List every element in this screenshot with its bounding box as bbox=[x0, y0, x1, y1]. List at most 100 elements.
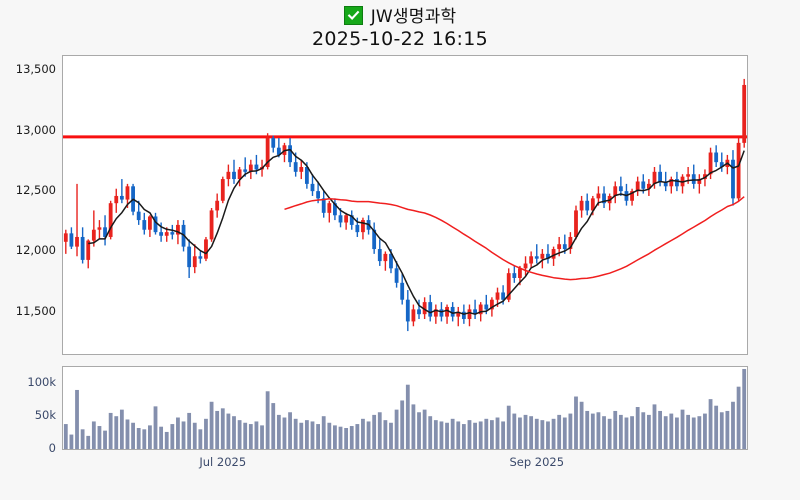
candle-body[interactable] bbox=[658, 171, 663, 182]
candle-body[interactable] bbox=[562, 244, 567, 250]
volume-bar[interactable] bbox=[282, 417, 287, 449]
volume-bar[interactable] bbox=[658, 410, 662, 449]
volume-bar[interactable] bbox=[490, 420, 494, 449]
candle-body[interactable] bbox=[187, 246, 192, 268]
candle-body[interactable] bbox=[80, 236, 85, 260]
candle-body[interactable] bbox=[75, 236, 79, 247]
volume-bar[interactable] bbox=[445, 422, 449, 449]
volume-bar[interactable] bbox=[265, 391, 270, 449]
volume-bar[interactable] bbox=[428, 416, 433, 449]
candle-body[interactable] bbox=[467, 309, 472, 320]
volume-bar[interactable] bbox=[630, 416, 634, 449]
volume-bar[interactable] bbox=[607, 418, 612, 449]
volume-bar[interactable] bbox=[377, 412, 382, 449]
volume-bar[interactable] bbox=[675, 417, 679, 449]
candle-body[interactable] bbox=[226, 171, 231, 180]
volume-bar[interactable] bbox=[719, 412, 724, 449]
volume-bar[interactable] bbox=[198, 429, 203, 449]
volume-bar[interactable] bbox=[176, 417, 180, 449]
volume-bar[interactable] bbox=[327, 422, 332, 449]
candle-body[interactable] bbox=[316, 191, 321, 199]
volume-bar[interactable] bbox=[310, 421, 315, 449]
candle-body[interactable] bbox=[147, 216, 152, 230]
candle-body[interactable] bbox=[630, 191, 634, 201]
candle-body[interactable] bbox=[125, 186, 130, 200]
candle-body[interactable] bbox=[333, 203, 337, 216]
candle-body[interactable] bbox=[355, 224, 360, 233]
candle-body[interactable] bbox=[461, 311, 466, 320]
candle-body[interactable] bbox=[641, 181, 646, 189]
candle-body[interactable] bbox=[192, 256, 197, 268]
candle-body[interactable] bbox=[276, 147, 281, 155]
volume-bar[interactable] bbox=[355, 424, 360, 449]
volume-bar[interactable] bbox=[697, 416, 702, 449]
candle-body[interactable] bbox=[602, 193, 606, 204]
candle-body[interactable] bbox=[349, 215, 354, 225]
candle-body[interactable] bbox=[327, 203, 332, 213]
candle-body[interactable] bbox=[232, 171, 236, 180]
candle-body[interactable] bbox=[198, 256, 203, 259]
volume-bar[interactable] bbox=[394, 409, 399, 449]
volume-bar[interactable] bbox=[181, 421, 186, 449]
volume-bar[interactable] bbox=[220, 408, 225, 449]
candle-body[interactable] bbox=[159, 232, 164, 236]
volume-bar[interactable] bbox=[204, 418, 208, 449]
candle-body[interactable] bbox=[248, 164, 253, 172]
candle-body[interactable] bbox=[540, 253, 545, 259]
volume-bar[interactable] bbox=[602, 416, 606, 449]
volume-bar[interactable] bbox=[411, 404, 416, 449]
candle-body[interactable] bbox=[523, 263, 528, 269]
volume-bar[interactable] bbox=[366, 421, 371, 449]
volume-bar[interactable] bbox=[484, 418, 489, 449]
candle-body[interactable] bbox=[86, 240, 91, 260]
candle-body[interactable] bbox=[428, 302, 433, 317]
candle-body[interactable] bbox=[394, 268, 399, 283]
candle-body[interactable] bbox=[714, 152, 719, 163]
volume-bar[interactable] bbox=[456, 421, 461, 449]
candle-body[interactable] bbox=[69, 233, 74, 247]
candle-body[interactable] bbox=[473, 309, 477, 315]
volume-bar[interactable] bbox=[635, 407, 640, 449]
candle-body[interactable] bbox=[119, 195, 124, 200]
volume-bar[interactable] bbox=[321, 416, 326, 449]
volume-bar[interactable] bbox=[159, 426, 164, 449]
volume-bar[interactable] bbox=[736, 386, 741, 449]
volume-bar[interactable] bbox=[119, 409, 124, 449]
volume-bar[interactable] bbox=[153, 406, 158, 449]
volume-bar[interactable] bbox=[97, 426, 102, 449]
candle-body[interactable] bbox=[361, 220, 365, 233]
candle-body[interactable] bbox=[114, 195, 119, 204]
candle-body[interactable] bbox=[383, 253, 388, 262]
volume-bar[interactable] bbox=[187, 412, 192, 449]
candle-body[interactable] bbox=[422, 302, 427, 315]
candle-body[interactable] bbox=[646, 183, 651, 189]
candle-body[interactable] bbox=[652, 171, 657, 184]
candle-body[interactable] bbox=[176, 224, 180, 235]
candle-body[interactable] bbox=[103, 227, 107, 237]
candle-body[interactable] bbox=[142, 220, 147, 230]
candle-body[interactable] bbox=[557, 244, 562, 250]
volume-bar[interactable] bbox=[361, 418, 365, 449]
candle-body[interactable] bbox=[675, 179, 679, 187]
volume-bar[interactable] bbox=[439, 421, 444, 449]
volume-bar[interactable] bbox=[232, 416, 236, 449]
candle-body[interactable] bbox=[405, 299, 410, 322]
volume-bar[interactable] bbox=[624, 417, 629, 449]
volume-bar[interactable] bbox=[237, 420, 242, 449]
candle-body[interactable] bbox=[411, 309, 416, 322]
volume-bar[interactable] bbox=[669, 413, 674, 449]
candle-body[interactable] bbox=[697, 179, 702, 184]
candle-body[interactable] bbox=[736, 142, 741, 199]
candle-body[interactable] bbox=[433, 309, 438, 317]
volume-bar[interactable] bbox=[344, 428, 349, 449]
volume-bar[interactable] bbox=[641, 412, 646, 449]
candle-body[interactable] bbox=[574, 210, 578, 237]
candle-body[interactable] bbox=[686, 174, 691, 177]
volume-bar[interactable] bbox=[148, 425, 152, 449]
volume-bar[interactable] bbox=[680, 409, 685, 449]
candle-body[interactable] bbox=[400, 282, 405, 300]
volume-chart-panel[interactable] bbox=[62, 366, 748, 450]
candle-body[interactable] bbox=[551, 249, 556, 259]
volume-bar[interactable] bbox=[590, 413, 595, 449]
candle-body[interactable] bbox=[153, 216, 158, 233]
